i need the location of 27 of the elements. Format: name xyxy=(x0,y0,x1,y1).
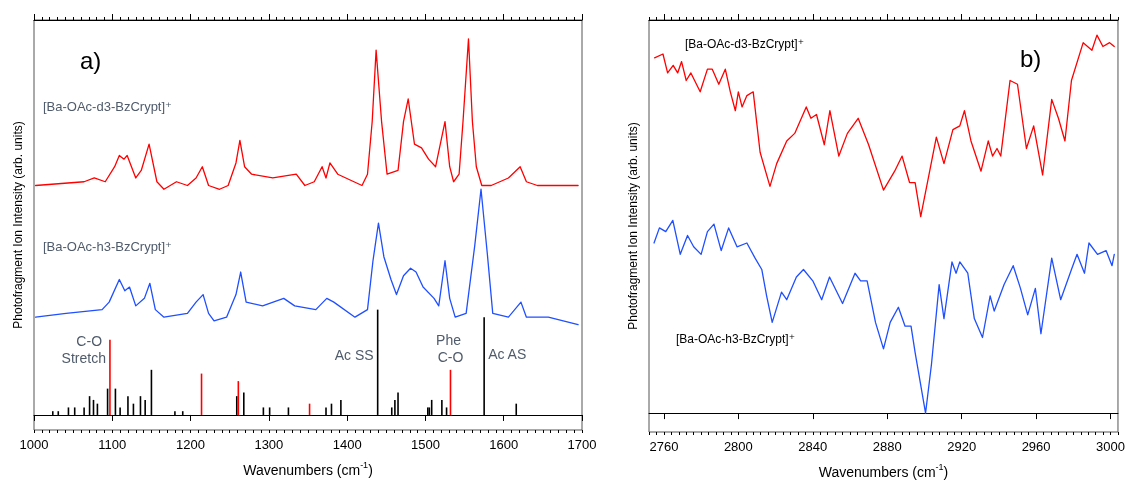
x-tick-label: 1500 xyxy=(410,437,440,452)
series-label: [Ba-OAc-d3-BzCrypt]⁺ xyxy=(685,37,805,51)
annotation: C-O Stretch xyxy=(61,333,106,367)
text: [Ba-OAc-d3-BzCrypt]⁺ xyxy=(43,99,172,114)
x-tick-label: 1100 xyxy=(98,437,127,452)
x-tick-label: 3000 xyxy=(1096,439,1125,454)
x-tick-label: 2880 xyxy=(872,439,902,454)
annotation: a) xyxy=(80,46,102,74)
x-tick-label: 2840 xyxy=(798,439,828,454)
text: [Ba-OAc-h3-BzCrypt]⁺ xyxy=(43,239,172,254)
annotation: Ac SS xyxy=(334,346,374,363)
x-tick-label: 1200 xyxy=(176,437,206,452)
y-axis-title: Photofragment Ion Intensity (arb. units) xyxy=(11,121,25,329)
y-axis-title: Photofragment Ion Intensity (arb. units) xyxy=(626,122,640,330)
text: [Ba-OAc-h3-BzCrypt]⁺ xyxy=(676,332,796,346)
annotation: b) xyxy=(1020,44,1042,72)
annotation: Ac AS xyxy=(488,346,527,363)
x-tick-label: 1300 xyxy=(254,437,284,452)
x-tick-label: 2920 xyxy=(947,439,977,454)
x-tick-label: 2800 xyxy=(723,439,753,454)
x-tick-label: 1400 xyxy=(332,437,362,452)
annotation: Phe C-O xyxy=(436,332,465,366)
x-tick-label: 2960 xyxy=(1021,439,1051,454)
x-tick-label: 2760 xyxy=(649,439,679,454)
x-tick-label: 1000 xyxy=(19,437,49,452)
x-tick-label: 1700 xyxy=(567,437,597,452)
x-tick-label: 1600 xyxy=(489,437,519,452)
